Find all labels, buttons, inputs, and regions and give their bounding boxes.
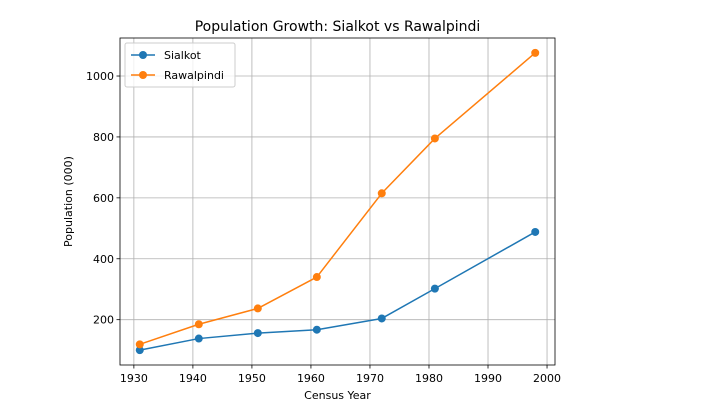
legend-box — [124, 42, 236, 88]
data-point-rawalpindi — [430, 134, 439, 143]
x-tick-label: 1970 — [356, 372, 384, 385]
data-point-rawalpindi — [531, 48, 540, 57]
data-point-rawalpindi — [312, 273, 321, 282]
x-axis-title: Census Year — [304, 389, 371, 402]
data-point-sialkot — [531, 227, 540, 236]
data-point-sialkot — [253, 329, 262, 338]
legend-marker-rawalpindi — [139, 71, 147, 79]
data-point-sialkot — [135, 346, 144, 355]
x-tick-label: 1940 — [179, 372, 207, 385]
data-point-sialkot — [312, 325, 321, 334]
x-tick-label: 1930 — [120, 372, 148, 385]
data-point-sialkot — [430, 284, 439, 293]
y-tick-label: 800 — [93, 131, 114, 144]
x-tick-label: 2000 — [533, 372, 561, 385]
y-tick-label: 600 — [93, 192, 114, 205]
x-tick-label: 1950 — [238, 372, 266, 385]
series-layer — [135, 48, 540, 355]
data-point-sialkot — [194, 334, 203, 343]
legend-marker-sialkot — [139, 51, 147, 59]
legend: Sialkot Rawalpindi — [124, 42, 236, 88]
legend-label-rawalpindi: Rawalpindi — [164, 69, 224, 82]
x-tick-label: 1990 — [474, 372, 502, 385]
data-point-rawalpindi — [194, 320, 203, 329]
plot-frame — [119, 37, 556, 366]
y-tick-label: 200 — [93, 314, 114, 327]
data-point-rawalpindi — [253, 304, 262, 313]
legend-label-sialkot: Sialkot — [164, 49, 202, 62]
ticks: 1930 1940 1950 1960 1970 1980 1990 2000 200 400 60… — [86, 70, 561, 385]
y-tick-label: 400 — [93, 253, 114, 266]
x-tick-label: 1960 — [297, 372, 325, 385]
data-point-rawalpindi — [377, 189, 386, 198]
x-tick-label: 1980 — [415, 372, 443, 385]
chart-title: Population Growth: Sialkot vs Rawalpindi — [195, 19, 481, 35]
y-tick-label: 1000 — [86, 70, 114, 83]
data-point-rawalpindi — [135, 340, 144, 349]
y-axis-title: Population (000) — [62, 156, 75, 247]
data-point-sialkot — [377, 314, 386, 323]
